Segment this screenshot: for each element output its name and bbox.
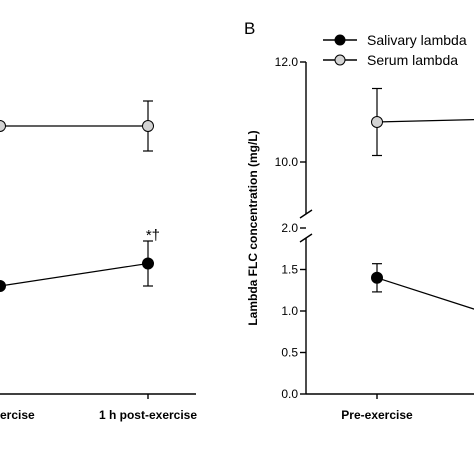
panel-b-y-tick-label: 10.0 <box>275 155 299 169</box>
panel-a: *† ercise 1 h post-exercise <box>0 100 197 422</box>
legend-marker-salivary <box>334 34 346 46</box>
panel-a-category-label-1h: 1 h post-exercise <box>99 408 197 422</box>
panel-a-category-label-post: ercise <box>0 408 35 422</box>
panel-b-y-axis-label: Lambda FLC concentration (mg/L) <box>246 130 260 325</box>
legend-label-salivary: Salivary lambda <box>367 32 467 48</box>
panel-b-y-tick-label: 2.0 <box>281 221 298 235</box>
panel-b-y-ticks: 0.0 0.5 1.0 1.5 2.0 10.0 12.0 <box>275 55 306 401</box>
panel-b-y-tick-label: 0.0 <box>281 387 298 401</box>
panel-b: B Lambda FLC concentration (mg/L) 0.0 0.5… <box>244 19 474 422</box>
panel-b-y-tick-label: 12.0 <box>275 55 299 69</box>
panel-b-axis-break <box>299 209 313 243</box>
panel-b-series-line <box>376 277 474 310</box>
panel-b-letter: B <box>244 19 255 38</box>
panel-a-data-point <box>142 120 154 132</box>
panel-b-y-tick-label: 1.5 <box>281 263 298 277</box>
panel-b-y-tick-label: 0.5 <box>281 346 298 360</box>
legend-marker-serum <box>334 54 346 66</box>
panel-b-y-tick-label: 1.0 <box>281 304 298 318</box>
panel-a-series-line <box>0 262 149 287</box>
panel-b-data-point <box>371 271 383 284</box>
legend-label-serum: Serum lambda <box>367 52 458 68</box>
panel-b-series <box>371 87 474 310</box>
panel-b-category-label-pre: Pre-exercise <box>341 408 413 422</box>
panel-a-data-point <box>142 257 154 270</box>
panel-a-series <box>0 100 154 292</box>
panel-b-series-line <box>376 119 474 123</box>
panel-a-data-point <box>0 120 6 132</box>
panel-a-data-point <box>0 280 6 292</box>
panel-b-data-point <box>371 116 383 128</box>
panel-a-annotation: *† <box>146 227 160 244</box>
panel-b-legend: Salivary lambda Serum lambda <box>323 32 467 68</box>
